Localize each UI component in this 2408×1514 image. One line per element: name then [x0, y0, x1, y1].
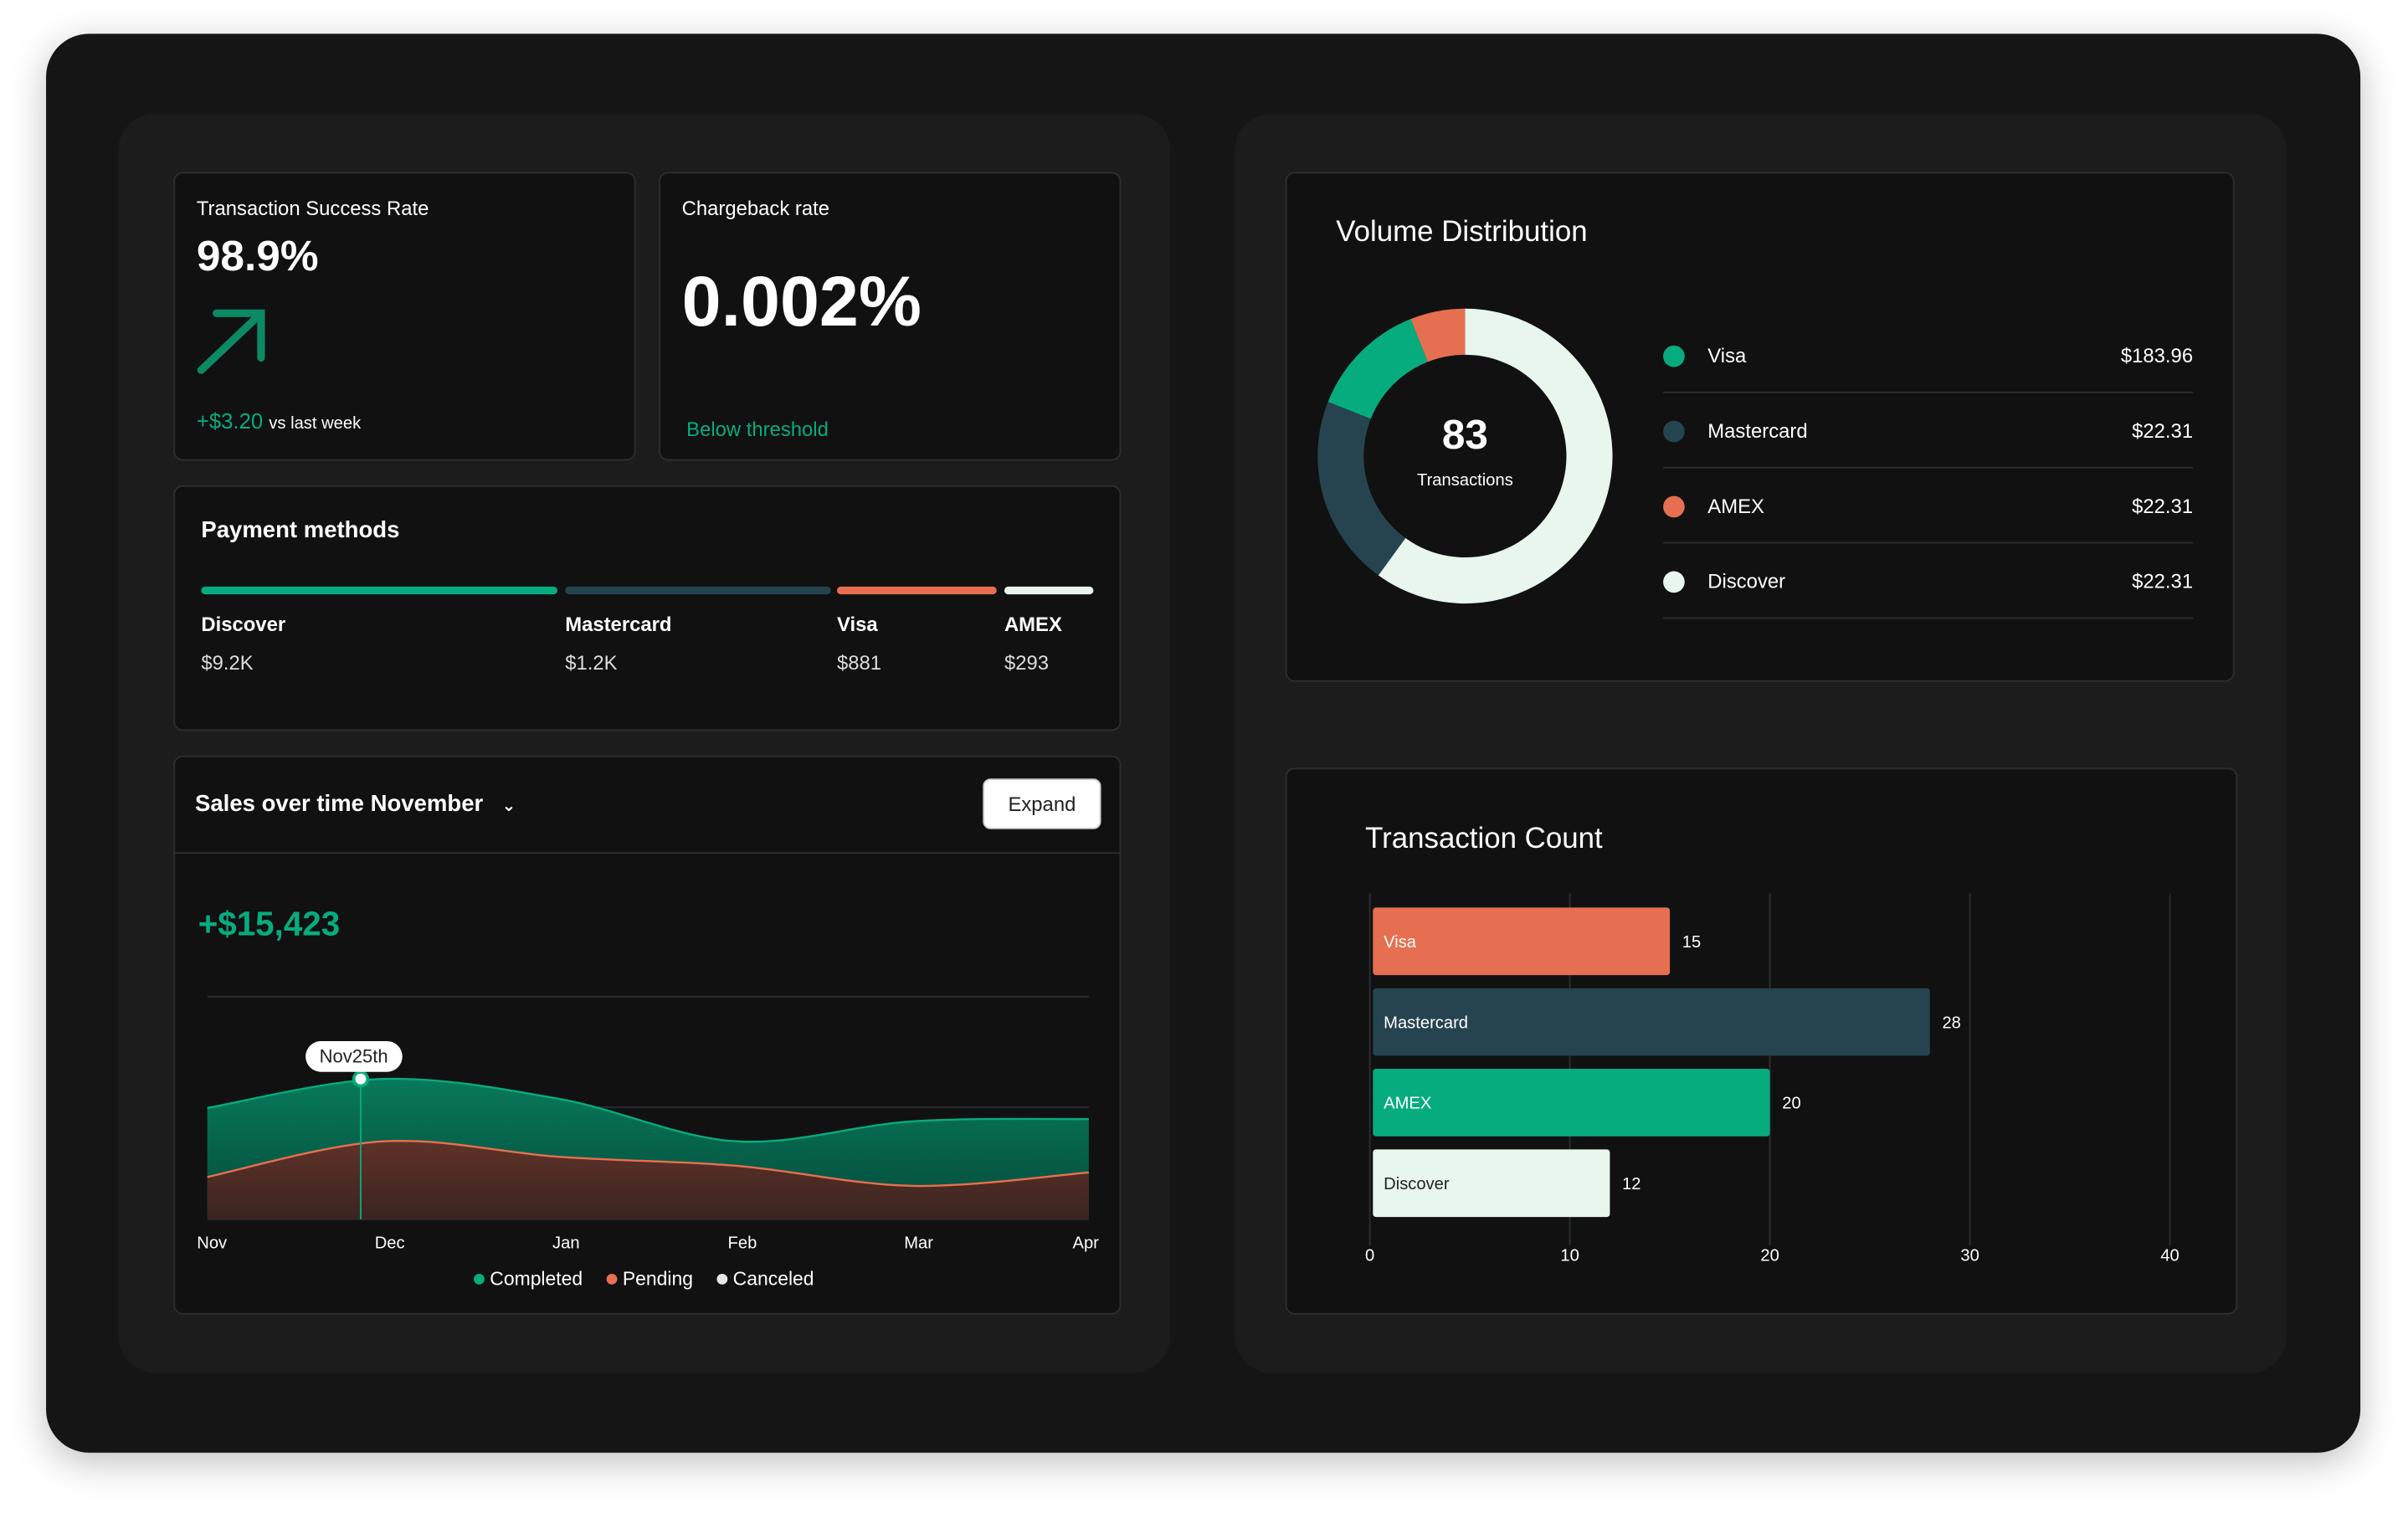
- legend-value: $22.31: [2132, 569, 2194, 593]
- bar-value-label: 20: [1782, 1095, 1800, 1113]
- legend-label[interactable]: Canceled: [733, 1268, 814, 1290]
- dropdown-label: Sales over time November: [195, 790, 484, 818]
- legend-dot-icon: [1663, 345, 1685, 367]
- legend-name: Visa: [1707, 343, 1747, 367]
- transaction-count-card: Transaction Count 0 10 20 30 40 Visa 15 Masterc…: [1285, 767, 2238, 1315]
- payment-bar: [201, 586, 558, 595]
- sales-area-chart: Nov Dec Jan Feb Mar Apr Completed Pending Cancel…: [197, 995, 1100, 1290]
- x-tick-label: 0: [1365, 1246, 1374, 1265]
- legend-dot-icon: [1663, 420, 1685, 443]
- legend-row: AMEX $22.31: [1663, 469, 2194, 544]
- card-title: Chargeback rate: [681, 196, 830, 220]
- success-rate-card: Transaction Success Rate 98.9% +$3.20 vs…: [173, 172, 636, 461]
- area-pending: [207, 1141, 1089, 1219]
- arrow-up-right-icon: [197, 309, 265, 374]
- expand-button[interactable]: Expand: [983, 778, 1101, 829]
- bar-discover[interactable]: [1373, 1149, 1610, 1218]
- donut-slice-mastercard: [1317, 402, 1406, 576]
- legend-dot-icon: [474, 1273, 485, 1285]
- volume-donut-chart: [1317, 308, 1613, 604]
- x-tick-label: 30: [1960, 1246, 1979, 1265]
- legend-value: $183.96: [2120, 343, 2194, 367]
- donut-center-label: Transactions: [1417, 471, 1513, 490]
- payment-bar: [565, 586, 831, 595]
- bar-value-label: 12: [1622, 1175, 1640, 1193]
- card-title: Transaction Success Rate: [196, 196, 429, 220]
- card-title: Volume Distribution: [1336, 216, 1588, 249]
- legend-dot-icon: [716, 1273, 728, 1285]
- chargeback-value: 0.002%: [681, 260, 922, 341]
- bar-visa[interactable]: [1373, 907, 1671, 976]
- bar-mastercard[interactable]: [1373, 988, 1930, 1056]
- payment-method-value: $9.2K: [201, 650, 254, 675]
- bar-label: AMEX: [1384, 1095, 1432, 1113]
- marker-point[interactable]: [352, 1070, 370, 1088]
- payment-methods-card: Payment methods Discover $9.2K Mastercard $…: [173, 485, 1122, 731]
- divider: [175, 852, 1120, 855]
- x-tick-label: 20: [1760, 1246, 1779, 1265]
- legend-label[interactable]: Completed: [490, 1268, 583, 1290]
- bar-label: Mastercard: [1384, 1014, 1468, 1032]
- x-tick-label: 40: [2160, 1246, 2179, 1265]
- x-tick-label: Feb: [728, 1234, 757, 1253]
- legend-name: Discover: [1707, 569, 1786, 593]
- legend-dot-icon: [1663, 495, 1685, 518]
- x-tick-label: Apr: [1073, 1234, 1100, 1253]
- legend-dot-icon: [1663, 571, 1685, 593]
- donut-slice-discover: [1378, 308, 1613, 604]
- legend-name: Mastercard: [1707, 418, 1808, 443]
- legend-row: Mastercard $22.31: [1663, 393, 2194, 469]
- payment-method-name: Discover: [201, 613, 286, 636]
- bar-value-label: 15: [1682, 933, 1701, 952]
- bar-label: Visa: [1384, 933, 1417, 952]
- card-title: Payment methods: [201, 517, 400, 544]
- chevron-down-icon: ⌄: [501, 797, 516, 816]
- x-tick-label: Mar: [904, 1234, 933, 1253]
- legend-value: $22.31: [2132, 418, 2194, 443]
- bar-label: Discover: [1384, 1175, 1450, 1193]
- x-tick-label: Dec: [375, 1234, 405, 1253]
- donut-center-value: 83: [1441, 411, 1488, 458]
- donut-slice-visa: [1327, 319, 1428, 419]
- legend-dot-icon: [606, 1273, 618, 1285]
- volume-card: Volume Distribution 83 Transactions Visa…: [1285, 172, 2235, 682]
- sales-period-dropdown[interactable]: Sales over time November ⌄: [195, 791, 516, 817]
- payment-method-value: $881: [836, 650, 882, 675]
- chargeback-card: Chargeback rate 0.002% Below threshold: [659, 172, 1122, 461]
- legend-row: Visa $183.96: [1663, 318, 2194, 393]
- delta-label: vs last week: [269, 414, 362, 434]
- delta-value: +$3.20: [196, 408, 264, 434]
- bar-amex[interactable]: [1373, 1069, 1770, 1137]
- legend-row: Discover $22.31: [1663, 544, 2194, 619]
- success-rate-value: 98.9%: [196, 232, 319, 280]
- card-title: Transaction Count: [1365, 823, 1603, 855]
- x-tick-label: 10: [1560, 1246, 1579, 1265]
- chart-tooltip: Nov25th: [305, 1040, 403, 1072]
- payment-bar: [1004, 586, 1094, 595]
- payment-method-name: Visa: [836, 613, 878, 636]
- status-text: Below threshold: [686, 418, 829, 441]
- transaction-count-bar-chart: 0 10 20 30 40 Visa 15 Mastercard 28 AMEX 20 Discove…: [1365, 893, 2180, 1265]
- payment-method-name: AMEX: [1004, 613, 1062, 636]
- legend-label[interactable]: Pending: [623, 1268, 693, 1290]
- legend-value: $22.31: [2132, 494, 2194, 518]
- donut-slice-amex: [1410, 308, 1466, 362]
- bar-value-label: 28: [1942, 1014, 1960, 1032]
- payment-method-name: Mastercard: [565, 613, 672, 636]
- legend-name: AMEX: [1707, 494, 1764, 518]
- sales-total: +$15,423: [198, 904, 341, 943]
- payment-method-value: $293: [1004, 650, 1050, 675]
- payment-bar: [836, 586, 997, 595]
- sales-card: Sales over time November ⌄ Expand +$15,4…: [173, 755, 1122, 1315]
- x-tick-label: Nov: [197, 1234, 228, 1253]
- payment-method-value: $1.2K: [565, 650, 618, 675]
- x-tick-label: Jan: [552, 1234, 580, 1253]
